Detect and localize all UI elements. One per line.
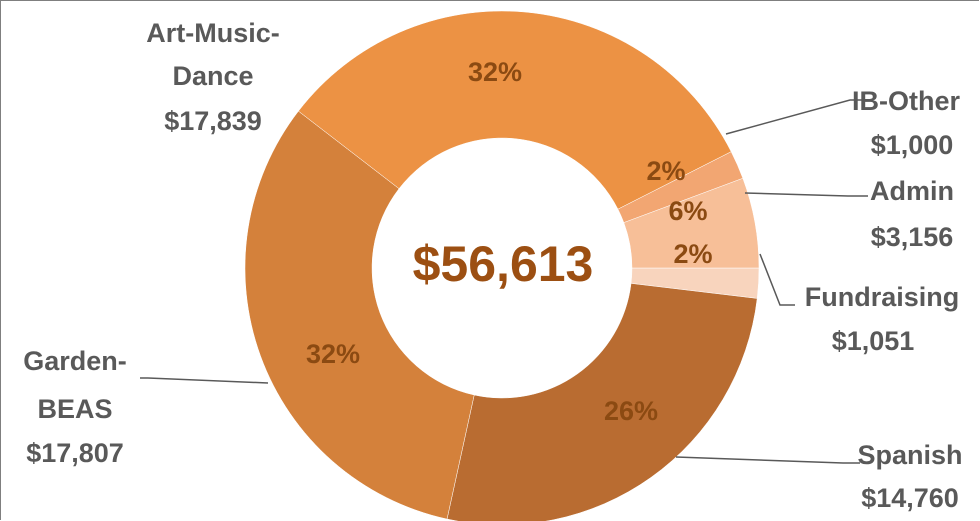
label-spanish-line1: Spanish — [857, 440, 962, 470]
slice-admin — [623, 177, 760, 269]
label-admin: Admin $3,156 — [870, 176, 954, 252]
label-art-line1: Art-Music- — [146, 18, 280, 48]
pct-label-art-music-dance: 32% — [468, 57, 522, 87]
slice-art-music-dance — [298, 10, 732, 210]
pct-label-fundraising: 2% — [673, 239, 712, 269]
label-art-value: $17,839 — [164, 106, 262, 136]
label-garden-line2: BEAS — [37, 394, 112, 424]
pct-label-garden-beas: 32% — [306, 339, 360, 369]
label-art-line2: Dance — [172, 61, 253, 91]
label-fund-value: $1,051 — [832, 326, 915, 356]
leader-line-ib-other — [725, 99, 870, 135]
leader-line-garden — [140, 377, 269, 384]
label-fundraising: Fundraising $1,051 — [805, 282, 960, 356]
leader-line-spanish — [675, 456, 860, 464]
label-art-music-dance: Art-Music- Dance $17,839 — [146, 18, 280, 136]
pct-label-spanish: 26% — [604, 396, 658, 426]
label-garden-value: $17,807 — [26, 438, 124, 468]
donut-center-total: $56,613 — [413, 236, 594, 292]
slice-spanish — [446, 283, 758, 521]
label-ib-other: IB-Other $1,000 — [852, 86, 960, 160]
pct-label-ib-other: 2% — [646, 156, 685, 186]
leader-line-admin — [744, 192, 868, 197]
slice-garden-beas — [244, 110, 475, 520]
label-ib-line1: IB-Other — [852, 86, 960, 116]
label-garden-beas: Garden- BEAS $17,807 — [23, 346, 127, 468]
label-ib-value: $1,000 — [871, 130, 954, 160]
pct-label-admin: 6% — [668, 196, 707, 226]
label-garden-line1: Garden- — [23, 346, 127, 376]
label-fund-line1: Fundraising — [805, 282, 960, 312]
leader-line-fundraising — [759, 253, 795, 306]
label-admin-value: $3,156 — [871, 222, 954, 252]
label-admin-line1: Admin — [870, 176, 954, 206]
label-spanish: Spanish $14,760 — [857, 440, 962, 513]
label-spanish-value: $14,760 — [861, 483, 959, 513]
